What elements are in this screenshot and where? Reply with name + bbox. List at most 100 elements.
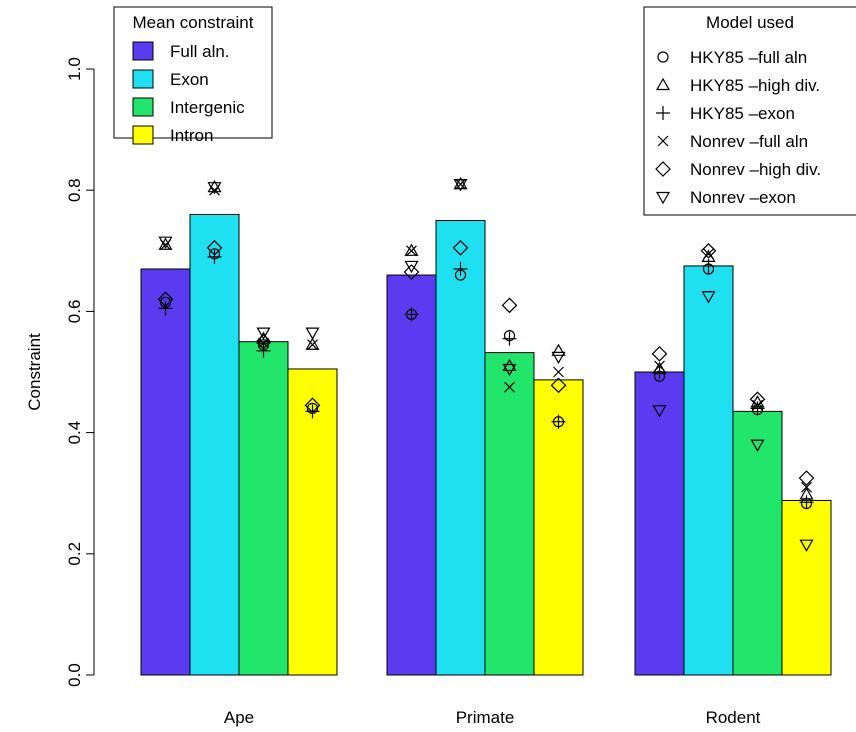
bar xyxy=(386,274,437,676)
triangle-up-marker xyxy=(158,237,173,250)
y-tick-label: 0.2 xyxy=(65,542,84,566)
bar xyxy=(484,352,535,676)
diamond-marker xyxy=(304,397,321,414)
plus-marker xyxy=(502,331,517,346)
bar xyxy=(781,499,832,676)
category-labels: Ape Primate Rodent xyxy=(224,708,761,727)
bar xyxy=(732,410,783,676)
cross-marker xyxy=(307,339,318,351)
triangle-down-marker xyxy=(404,260,419,274)
triangle-down-marker xyxy=(799,539,814,552)
legend-label: Nonrev –full aln xyxy=(690,132,808,151)
cross-marker xyxy=(553,366,564,378)
triangle-up-marker xyxy=(453,176,468,190)
bars xyxy=(140,213,832,676)
diamond-marker xyxy=(501,297,518,314)
legend-swatch xyxy=(132,41,154,61)
triangle-down-marker xyxy=(701,291,716,304)
diamond-marker xyxy=(700,242,717,259)
y-tick-label: 0.0 xyxy=(65,663,84,687)
bar xyxy=(287,368,338,676)
legend-triangle-up-icon xyxy=(655,77,671,91)
legend-title: Model used xyxy=(706,13,794,32)
legend-diamond-icon xyxy=(655,161,671,177)
diamond-marker xyxy=(255,333,272,350)
bar-legend: Mean constraint Full aln. Exon Intergenic In… xyxy=(113,6,273,145)
x-tick-label: Rodent xyxy=(706,708,761,727)
cross-marker xyxy=(654,360,665,372)
bar xyxy=(634,371,685,676)
plus-marker xyxy=(207,249,222,264)
y-tick-label: 0.6 xyxy=(65,300,84,324)
plus-marker xyxy=(453,261,468,276)
legend-label: HKY85 –exon xyxy=(690,104,795,123)
legend-label: Intergenic xyxy=(170,98,245,117)
diamond-marker xyxy=(157,291,174,308)
diamond-marker xyxy=(651,345,668,362)
plus-marker xyxy=(256,343,271,358)
legend-circle-icon xyxy=(657,51,669,63)
cross-marker xyxy=(406,245,417,257)
legend-triangle-down-icon xyxy=(655,191,671,205)
triangle-up-marker xyxy=(404,243,419,256)
bar xyxy=(140,268,191,676)
legend-plus-icon xyxy=(656,106,670,120)
legend-label: Intron xyxy=(170,126,213,145)
legend-label: HKY85 –full aln xyxy=(690,48,807,67)
x-tick-label: Ape xyxy=(224,708,254,727)
plus-marker xyxy=(799,495,814,510)
triangle-down-marker xyxy=(453,179,468,192)
diamond-marker xyxy=(206,239,223,256)
legend-label: Nonrev –high div. xyxy=(690,160,821,179)
triangle-up-marker xyxy=(502,358,517,372)
legend-label: Nonrev –exon xyxy=(690,188,796,207)
cross-marker xyxy=(455,178,466,190)
bar xyxy=(189,213,240,676)
triangle-down-marker xyxy=(256,327,271,340)
y-tick-label: 1.0 xyxy=(65,57,84,81)
model-legend: Model used HKY85 –full aln HKY85 –high div… xyxy=(643,6,856,216)
triangle-down-marker xyxy=(158,236,173,249)
triangle-down-marker xyxy=(207,182,222,195)
plus-marker xyxy=(701,258,716,273)
triangle-down-marker xyxy=(750,439,765,452)
triangle-up-marker xyxy=(551,343,566,356)
x-tick-label: Primate xyxy=(456,708,515,727)
plus-marker xyxy=(158,301,173,316)
legend-cross-icon xyxy=(657,135,669,147)
legend-label: Full aln. xyxy=(170,42,230,61)
legend-title: Mean constraint xyxy=(133,13,254,32)
cross-marker xyxy=(752,399,763,411)
bar xyxy=(435,220,486,676)
model-markers xyxy=(157,176,815,552)
plus-marker xyxy=(551,414,566,429)
y-tick-label: 0.8 xyxy=(65,178,84,202)
cross-marker xyxy=(801,481,812,493)
diamond-marker xyxy=(749,391,766,408)
cross-marker xyxy=(258,337,269,349)
axes: 0.0 0.2 0.4 0.6 0.8 1.0 xyxy=(65,57,95,687)
triangle-down-marker xyxy=(305,327,320,340)
plus-marker xyxy=(652,365,667,379)
plus-marker xyxy=(305,404,320,419)
diamond-marker xyxy=(452,239,469,256)
triangle-down-marker xyxy=(502,363,517,377)
y-tick-label: 0.4 xyxy=(65,421,84,445)
diamond-marker xyxy=(798,470,815,486)
cross-marker xyxy=(504,381,515,393)
bar xyxy=(238,341,289,676)
legend-label: Exon xyxy=(170,70,209,89)
legend-label: HKY85 –high div. xyxy=(690,76,820,95)
triangle-down-marker xyxy=(551,351,566,365)
y-axis-title: Constraint xyxy=(25,333,44,411)
legend-box xyxy=(643,6,856,216)
bar xyxy=(533,379,584,676)
plus-marker xyxy=(750,401,765,416)
diamond-marker xyxy=(403,264,420,280)
plus-marker xyxy=(404,307,419,322)
bar xyxy=(683,265,734,676)
legend-swatch xyxy=(132,125,154,145)
legend-swatch xyxy=(132,97,154,117)
cross-marker xyxy=(703,248,714,260)
